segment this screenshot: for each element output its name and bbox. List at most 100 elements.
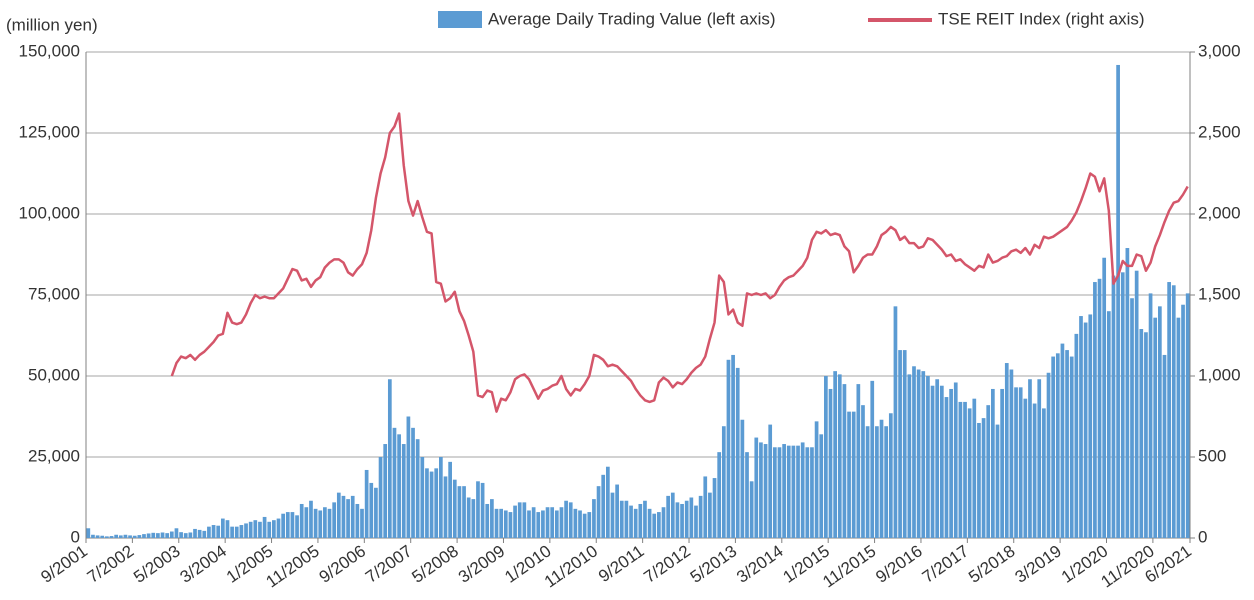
bar <box>657 512 661 538</box>
bar <box>833 371 837 538</box>
x-tick-label: 7/2007 <box>362 541 415 586</box>
bar <box>935 379 940 538</box>
bar <box>406 416 411 538</box>
bar <box>735 367 740 538</box>
bar <box>239 525 244 538</box>
y-axis-label: (million yen) <box>6 15 98 34</box>
bar <box>740 419 745 538</box>
bar <box>1028 379 1032 538</box>
bar <box>772 447 777 538</box>
bar <box>554 510 559 538</box>
bar <box>1157 306 1162 538</box>
bar <box>327 508 332 538</box>
x-tick-label: 5/2003 <box>130 541 183 586</box>
bar <box>513 505 517 538</box>
bar <box>888 413 893 538</box>
bar <box>1102 257 1107 538</box>
x-tick-label: 5/2013 <box>687 541 740 586</box>
x-tick-label: 7/2017 <box>919 541 972 586</box>
bar <box>434 468 439 538</box>
bar <box>220 518 225 538</box>
bar <box>360 508 364 538</box>
bar <box>972 398 977 538</box>
bar <box>708 492 712 538</box>
bar <box>216 525 221 538</box>
x-tick-label: 9/2016 <box>872 541 925 586</box>
bar <box>1009 369 1014 538</box>
bar <box>675 502 680 538</box>
bar <box>1000 388 1004 538</box>
bar <box>197 529 202 538</box>
bar <box>411 427 415 538</box>
bar <box>364 469 369 538</box>
bar <box>207 526 211 538</box>
bar <box>1079 316 1083 538</box>
bar <box>596 486 601 538</box>
bar <box>142 534 146 538</box>
bar <box>471 499 476 538</box>
bar <box>805 447 810 538</box>
bar <box>967 408 972 538</box>
bar <box>666 495 671 538</box>
bar <box>898 350 902 538</box>
bar <box>1185 293 1190 538</box>
line <box>170 112 1189 413</box>
bar <box>95 535 100 538</box>
bar <box>225 520 230 538</box>
legend-swatch <box>438 11 482 28</box>
bar <box>258 521 262 538</box>
bar <box>902 350 907 538</box>
y2-tick-label: 2,000 <box>1198 203 1241 222</box>
bar <box>211 525 216 538</box>
bar <box>1014 387 1018 538</box>
bar <box>541 510 545 538</box>
bar <box>624 500 629 538</box>
bar <box>1065 350 1069 538</box>
bar <box>749 481 754 538</box>
bar <box>508 512 513 538</box>
bar <box>754 437 759 538</box>
bar <box>782 444 786 538</box>
bar <box>856 384 861 538</box>
bar <box>879 419 884 538</box>
y-tick-label: 50,000 <box>28 365 80 384</box>
bar <box>559 507 564 538</box>
bar <box>183 533 188 538</box>
bar <box>350 495 355 538</box>
bar <box>605 466 610 538</box>
bar <box>151 532 156 538</box>
bar <box>619 500 624 538</box>
bar <box>304 507 309 538</box>
bar <box>545 507 550 538</box>
bar <box>953 382 958 538</box>
bar <box>1060 343 1065 538</box>
bar <box>230 526 234 538</box>
bar <box>684 500 689 538</box>
bar <box>397 434 401 538</box>
bar <box>267 521 272 538</box>
bar <box>1181 304 1185 538</box>
bar <box>1074 333 1079 538</box>
bar <box>522 502 527 538</box>
bar <box>652 513 657 538</box>
bar <box>439 457 443 538</box>
bar <box>1139 329 1144 538</box>
bar <box>169 531 174 538</box>
bar <box>100 535 105 538</box>
bar <box>1023 398 1028 538</box>
bar <box>995 424 1000 538</box>
bar <box>174 528 179 538</box>
bar <box>1042 408 1046 538</box>
bar <box>916 369 921 538</box>
bar <box>568 502 573 538</box>
bar <box>1055 353 1060 538</box>
bar <box>721 426 726 538</box>
bar <box>694 505 698 538</box>
bar <box>796 445 800 538</box>
y-tick-label: 25,000 <box>28 446 80 465</box>
y2-tick-label: 1,500 <box>1198 284 1241 303</box>
bar <box>1032 403 1037 538</box>
bar <box>643 500 647 538</box>
bar <box>313 508 318 538</box>
bar <box>587 512 592 538</box>
